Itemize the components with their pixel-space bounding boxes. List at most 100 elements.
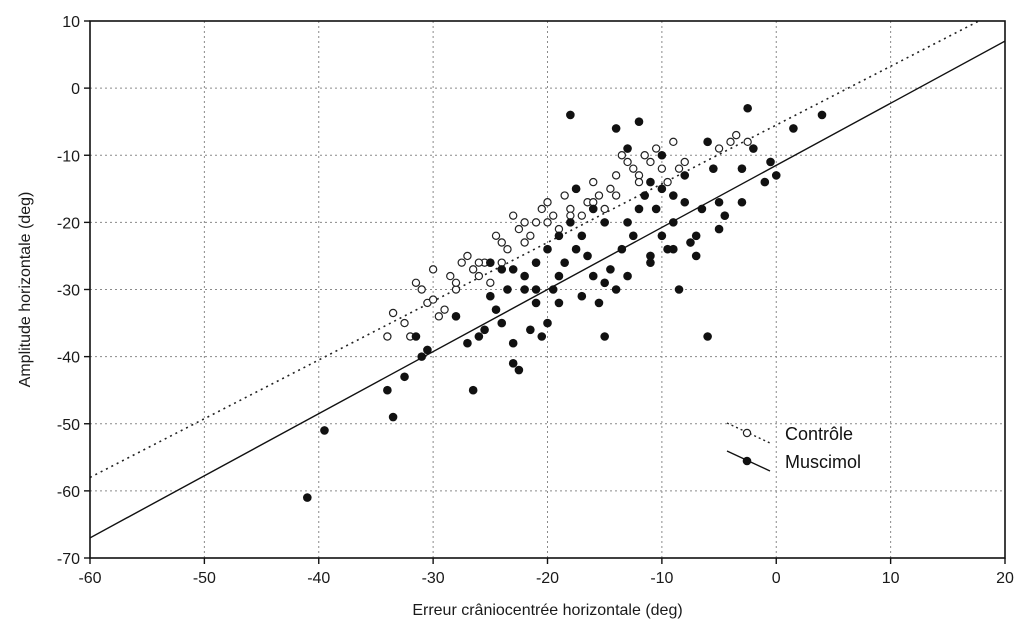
data-point (388, 308, 398, 318)
data-point (303, 493, 312, 502)
regression-lines (90, 21, 1005, 539)
data-point (789, 124, 798, 133)
y-tick-label: -50 (57, 417, 80, 434)
data-point (640, 151, 649, 160)
y-tick-label: -70 (57, 551, 80, 568)
data-point (720, 211, 730, 220)
x-axis-title: Erreur crâniocentrée horizontale (deg) (412, 602, 682, 619)
data-point (560, 258, 569, 267)
data-point (417, 352, 426, 361)
data-point (428, 265, 438, 274)
data-point (497, 265, 507, 274)
data-point (669, 244, 678, 254)
data-point (463, 338, 472, 348)
data-point (411, 332, 421, 341)
legend-label-muscimol: Muscimol (785, 452, 861, 472)
data-point (554, 271, 564, 281)
legend-label-controle: Contrôle (785, 424, 853, 444)
data-point (646, 251, 655, 261)
y-tick-label: -40 (57, 350, 80, 367)
data-point (566, 110, 575, 120)
y-axis-title: Amplitude horizontale (deg) (17, 192, 34, 388)
data-point (680, 157, 689, 167)
x-tick-label: -40 (307, 570, 330, 587)
data-point (549, 211, 558, 220)
data-point (674, 164, 684, 173)
data-point (623, 218, 632, 227)
data-point (508, 211, 518, 220)
data-point (617, 244, 627, 254)
data-point (508, 265, 518, 274)
data-point (669, 137, 678, 147)
data-point (474, 271, 484, 281)
data-point (554, 298, 564, 308)
data-point (646, 177, 655, 187)
data-point (760, 177, 770, 187)
data-point (486, 278, 495, 287)
x-axis-ticks: -60 -50 -40 -30 -20 -10 0 10 20 (78, 558, 1014, 587)
data-point (554, 231, 564, 241)
data-point (600, 332, 609, 341)
x-tick-label: -30 (422, 570, 445, 587)
y-tick-label: -20 (57, 215, 80, 232)
x-tick-label: -60 (78, 570, 101, 587)
data-point (628, 231, 638, 241)
data-point (709, 164, 718, 173)
data-point (537, 204, 546, 214)
data-point (600, 278, 609, 288)
data-point (583, 251, 592, 261)
data-point (508, 359, 518, 368)
x-tick-label: -20 (536, 570, 559, 587)
data-point (463, 251, 472, 261)
legend: Contrôle Muscimol (726, 422, 861, 472)
data-point (749, 144, 758, 153)
data-point (594, 298, 604, 308)
data-point (697, 204, 707, 214)
data-point (634, 117, 644, 126)
data-point (594, 191, 604, 200)
data-point (486, 258, 495, 267)
data-point (543, 244, 552, 254)
data-point (446, 271, 455, 281)
x-tick-label: -50 (193, 570, 216, 587)
data-point (423, 345, 432, 355)
data-point (491, 305, 501, 314)
data-point (503, 285, 512, 294)
y-tick-label: -60 (57, 484, 80, 501)
regression-line-muscimol (90, 40, 1005, 539)
data-point (503, 245, 512, 254)
x-tick-label: 20 (996, 570, 1014, 587)
data-point (543, 198, 552, 207)
data-point (588, 271, 598, 281)
data-point (537, 332, 547, 341)
data-point (617, 151, 627, 160)
data-point (577, 291, 587, 301)
data-point (508, 338, 518, 348)
data-point (646, 258, 655, 267)
data-point (451, 312, 461, 321)
data-point (674, 285, 684, 294)
y-tick-label: -30 (57, 283, 80, 300)
data-point (560, 191, 569, 200)
data-point (457, 258, 466, 267)
data-point (497, 318, 507, 328)
y-tick-label: 0 (71, 81, 80, 98)
data-point (726, 137, 735, 147)
data-point (703, 332, 712, 341)
data-point (474, 332, 484, 341)
data-point (571, 184, 581, 194)
data-point (411, 278, 421, 287)
data-point (663, 177, 672, 187)
data-point (611, 171, 621, 180)
data-point (669, 191, 678, 200)
data-point (486, 291, 495, 301)
data-point (543, 218, 552, 227)
data-point (680, 171, 690, 180)
data-point (771, 171, 781, 180)
data-point (526, 231, 535, 240)
data-point (623, 144, 632, 153)
data-point (531, 285, 541, 294)
data-point (383, 385, 392, 395)
data-point (480, 325, 489, 335)
data-point (548, 285, 558, 294)
